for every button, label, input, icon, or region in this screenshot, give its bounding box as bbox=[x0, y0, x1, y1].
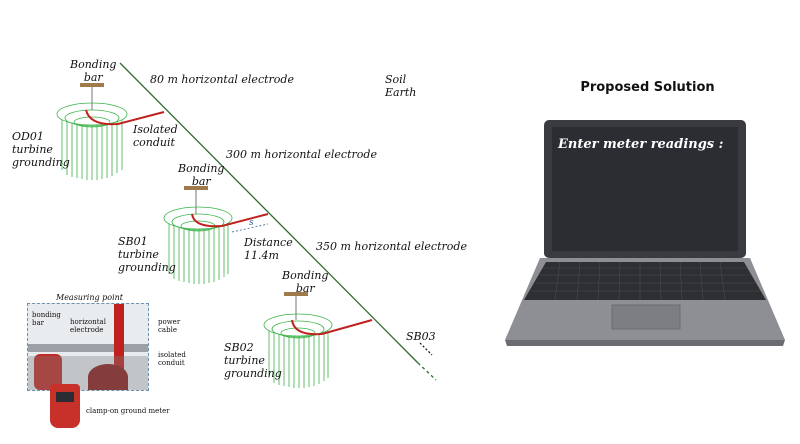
laptop bbox=[505, 120, 785, 346]
soil-earth-label: Soil Earth bbox=[385, 73, 417, 100]
sb01-bonding-bar bbox=[184, 186, 208, 190]
clamp-meter-label: clamp-on ground meter bbox=[86, 407, 170, 415]
laptop-screen bbox=[552, 127, 738, 251]
sb01-grounding-cage bbox=[163, 206, 233, 284]
sb02-cable bbox=[291, 319, 373, 336]
laptop-touchpad bbox=[611, 304, 681, 330]
sb01-bonding-bar-label: Bonding bar bbox=[178, 162, 225, 189]
od01-cable bbox=[85, 109, 165, 126]
proposed-solution-title: Proposed Solution bbox=[580, 80, 715, 95]
clamp-meter-device bbox=[50, 384, 80, 428]
inset-power-cable bbox=[114, 304, 124, 390]
inset-bonding-bar-label: bonding bar bbox=[32, 311, 61, 327]
od01-name-label: OD01 turbine grounding bbox=[12, 130, 70, 170]
distance-label: Distance 11.4m bbox=[244, 236, 293, 263]
inset-isolated-conduit-label: isolated conduit bbox=[158, 351, 186, 367]
sb03-arrow bbox=[419, 342, 433, 356]
meter-display bbox=[56, 392, 74, 402]
electrode-dashed-tail bbox=[417, 362, 437, 381]
sb03-label: SB03 bbox=[406, 330, 436, 343]
screen-prompt: Enter meter readings : bbox=[558, 137, 724, 152]
inset-bonding-bar bbox=[28, 344, 148, 352]
inset-horizontal-electrode-label: horizontal electrode bbox=[70, 318, 106, 334]
inset-isolated-conduit bbox=[88, 364, 128, 390]
electrode-300m-label: 300 m horizontal electrode bbox=[226, 148, 377, 161]
s-label: s bbox=[249, 218, 254, 228]
measuring-point-title: Measuring point bbox=[56, 293, 124, 302]
sb02-grounding-cage bbox=[263, 313, 333, 388]
measuring-point-photo bbox=[27, 303, 149, 391]
sb02-bonding-bar-label: Bonding bar bbox=[282, 269, 329, 296]
sb02-name-label: SB02 turbine grounding bbox=[224, 341, 282, 381]
isolated-conduit-label: Isolated conduit bbox=[133, 123, 178, 150]
od01-grounding-cage bbox=[56, 102, 128, 180]
sb01-name-label: SB01 turbine grounding bbox=[118, 235, 176, 275]
electrode-80m-label: 80 m horizontal electrode bbox=[150, 73, 294, 86]
sb02-bonding-bar bbox=[284, 292, 308, 296]
od01-bonding-bar bbox=[80, 83, 104, 87]
horizontal-electrode-line bbox=[119, 62, 419, 364]
electrode-350m-label: 350 m horizontal electrode bbox=[316, 240, 467, 253]
inset-power-cable-label: power cable bbox=[158, 318, 181, 334]
od01-bonding-bar-label: Bonding bar bbox=[70, 58, 117, 85]
sb01-cable bbox=[191, 213, 269, 228]
